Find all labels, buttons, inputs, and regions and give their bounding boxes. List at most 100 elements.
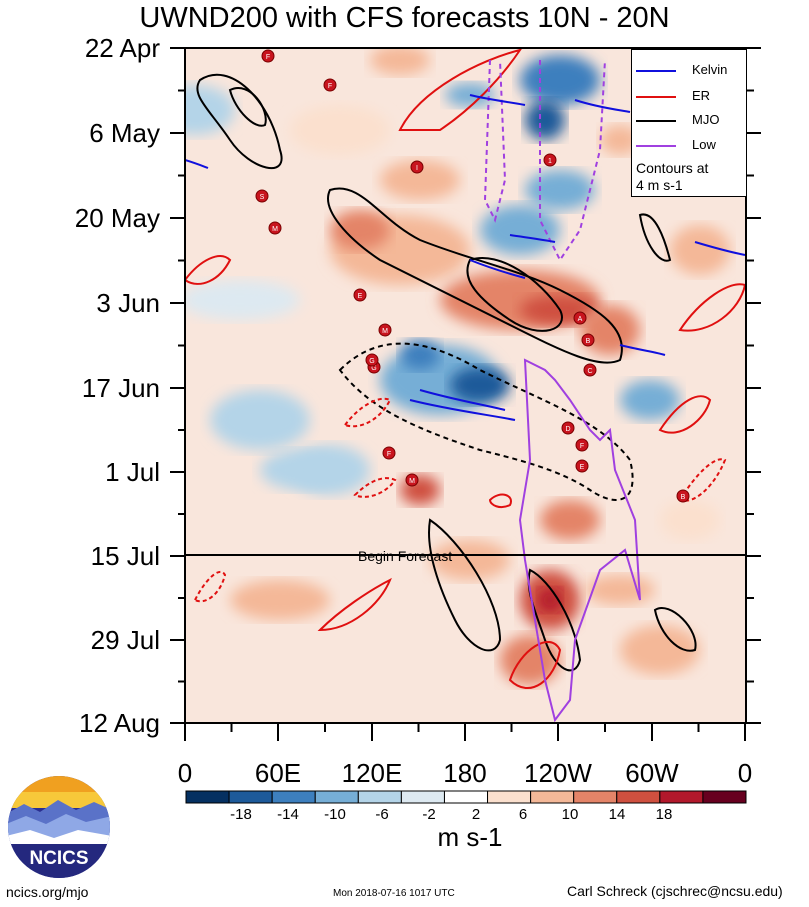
anomaly-blob <box>230 580 330 620</box>
anomaly-field <box>185 48 730 685</box>
anomaly-blob <box>525 100 565 140</box>
storm-marker-label: F <box>387 451 391 458</box>
legend-item-low: Low <box>636 137 746 153</box>
y-tick-label: 20 May <box>74 203 160 233</box>
y-tick-label: 3 Jun <box>96 288 160 318</box>
contour-line <box>317 577 392 632</box>
legend-note: Contours at 4 m s-1 <box>636 160 708 194</box>
storm-marker <box>405 473 419 487</box>
contour-line <box>419 389 506 411</box>
contour-line <box>638 213 672 262</box>
storm-marker <box>543 153 557 167</box>
anomaly-blob <box>660 500 720 540</box>
anomaly-blob <box>330 210 390 250</box>
anomaly-blob <box>450 367 510 403</box>
storm-marker <box>583 363 597 377</box>
legend-item-er: ER <box>636 88 746 104</box>
x-tick-label: 120W <box>524 758 592 788</box>
colorbar-swatch <box>487 790 532 804</box>
storm-marker-label: A <box>578 316 583 323</box>
storm-marker <box>382 446 396 460</box>
anomaly-blob <box>585 575 655 605</box>
contour-line <box>658 395 712 434</box>
contour-field <box>185 48 746 723</box>
anomaly-blob <box>290 105 390 155</box>
legend-item-mjo: MJO <box>636 112 746 128</box>
colorbar-label: 10 <box>561 806 579 823</box>
anomaly-blob <box>185 85 235 135</box>
contour-line <box>483 59 507 223</box>
colorbar-label: 14 <box>608 806 626 823</box>
colorbar-label: -10 <box>324 806 346 823</box>
storm-marker <box>353 288 367 302</box>
colorbar-swatch <box>271 790 316 804</box>
colorbar <box>185 790 747 804</box>
storm-marker-label: E <box>580 464 585 471</box>
storm-marker <box>575 438 589 452</box>
x-tick-label: 60W <box>625 758 679 788</box>
legend-swatch <box>636 70 676 72</box>
anomaly-blob <box>185 280 300 320</box>
y-tick-label: 15 Jul <box>90 541 160 571</box>
contour-line <box>488 493 512 509</box>
contour-line <box>185 255 232 285</box>
logo-text: NCICS <box>29 848 88 869</box>
storm-marker-label: S <box>260 194 265 201</box>
contour-line <box>678 458 727 502</box>
storm-marker <box>581 333 595 347</box>
colorbar-label: 2 <box>471 806 481 823</box>
storm-marker-label: M <box>409 478 415 485</box>
x-tick-label: 180 <box>443 758 487 788</box>
storm-marker <box>676 489 690 503</box>
colorbar-swatch <box>228 790 273 804</box>
colorbar-swatch <box>702 790 747 804</box>
storm-marker-label: M <box>382 328 388 335</box>
anomaly-blob <box>525 170 595 210</box>
x-tick-label: 60E <box>254 758 302 788</box>
colorbar-label: 6 <box>518 806 528 823</box>
contour-line <box>509 234 556 243</box>
colorbar-swatch <box>659 790 704 804</box>
anomaly-blob <box>380 160 460 200</box>
contour-line <box>228 87 267 127</box>
colorbar-swatch <box>357 790 402 804</box>
y-tick-label: 22 Apr <box>84 33 160 63</box>
x-tick-label: 0 <box>177 758 193 788</box>
anomaly-blob <box>400 340 440 370</box>
anomaly-blob <box>430 540 510 580</box>
storm-marker-label: I <box>416 165 418 172</box>
storm-marker-label: 1 <box>548 158 552 165</box>
storm-marker <box>268 221 282 235</box>
storm-marker <box>255 189 269 203</box>
y-tick-label: 17 Jun <box>81 373 160 403</box>
anomaly-blob <box>210 390 310 450</box>
storm-marker <box>261 49 275 63</box>
legend-label: Kelvin <box>692 62 728 77</box>
colorbar-swatch <box>400 790 445 804</box>
anomaly-blob <box>500 635 560 685</box>
storm-marker-label: B <box>586 338 591 345</box>
storm-marker <box>575 459 589 473</box>
legend: Kelvin ER MJO Low Contours at 4 m s-1 <box>631 49 747 197</box>
begin-forecast-label: Begin Forecast <box>358 548 453 564</box>
x-tick-label: 0 <box>737 758 753 788</box>
footer-website: ncics.org/mjo <box>6 884 89 900</box>
storm-marker-label: G <box>371 365 376 372</box>
storm-marker <box>365 353 379 367</box>
contour-line <box>574 99 631 113</box>
legend-swatch <box>636 120 676 122</box>
storm-marker <box>378 323 392 337</box>
contour-line <box>196 73 283 169</box>
contour-line <box>469 259 526 279</box>
colorbar-label: -14 <box>277 806 299 823</box>
anomaly-blob <box>620 380 680 420</box>
storm-marker-label: C <box>587 368 592 375</box>
legend-swatch <box>636 145 676 147</box>
legend-label: ER <box>692 88 711 103</box>
anomaly-blob <box>620 625 700 675</box>
storm-marker <box>561 421 575 435</box>
anomaly-blob <box>600 125 640 155</box>
storm-markers: F F I S M E M G F M D E F A B C G B 1 <box>255 49 690 503</box>
colorbar-label: -18 <box>230 806 252 823</box>
storm-marker <box>323 78 337 92</box>
